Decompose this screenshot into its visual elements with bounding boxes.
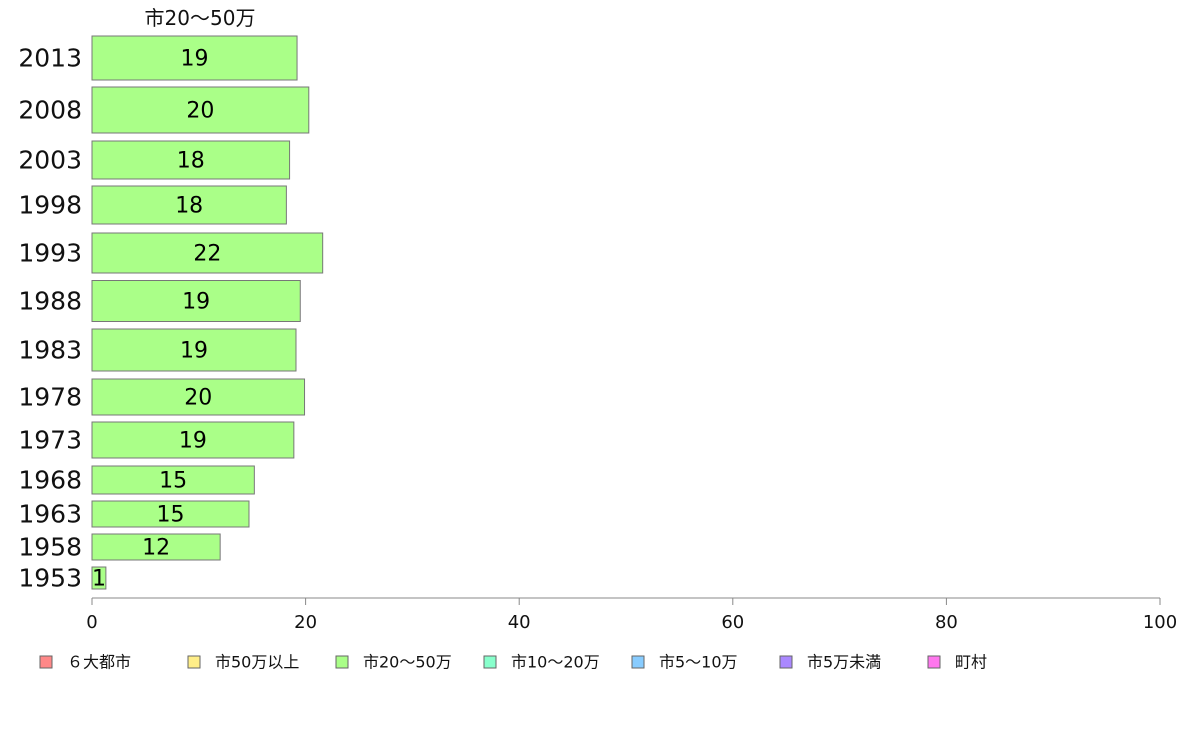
category-label: 1958 xyxy=(18,533,82,562)
x-tick-label: 20 xyxy=(294,612,317,633)
category-label: 1978 xyxy=(18,383,82,412)
data-label: 19 xyxy=(181,47,209,72)
category-label: 1953 xyxy=(18,564,82,593)
chart-title: 市20〜50万 xyxy=(145,6,256,30)
data-label: 1 xyxy=(92,567,106,592)
bar xyxy=(91,328,297,372)
legend-swatch xyxy=(927,655,941,669)
bar xyxy=(91,500,250,528)
bar xyxy=(91,86,310,134)
x-tick-label: 60 xyxy=(721,612,744,633)
bar xyxy=(91,280,301,322)
data-label: 18 xyxy=(175,194,203,219)
category-label: 1973 xyxy=(18,426,82,455)
category-label: 1998 xyxy=(18,191,82,220)
legend-label: ６大都市 xyxy=(67,653,131,672)
data-label: 20 xyxy=(186,99,214,124)
legend-swatch xyxy=(335,655,349,669)
bar xyxy=(91,140,291,180)
bar xyxy=(91,185,287,225)
bar xyxy=(91,35,298,81)
data-label: 19 xyxy=(180,339,208,364)
legend-label: 町村 xyxy=(955,653,987,672)
legend-swatch xyxy=(187,655,201,669)
data-label: 15 xyxy=(159,469,187,494)
bar xyxy=(91,421,295,459)
legend-label: 市20〜50万 xyxy=(363,653,452,672)
legend-swatch xyxy=(779,655,793,669)
category-label: 2013 xyxy=(18,44,82,73)
legend-label: 市5万未満 xyxy=(807,653,881,672)
data-label: 12 xyxy=(142,536,170,561)
bar xyxy=(91,465,255,495)
category-label: 1993 xyxy=(18,239,82,268)
x-tick-label: 0 xyxy=(86,612,97,633)
data-label: 19 xyxy=(182,290,210,315)
bar xyxy=(91,533,221,561)
x-tick-label: 100 xyxy=(1143,612,1177,633)
legend-label: 市5〜10万 xyxy=(659,653,738,672)
category-label: 2008 xyxy=(18,96,82,125)
bar xyxy=(91,566,107,590)
data-label: 20 xyxy=(184,386,212,411)
bar xyxy=(91,378,306,416)
bar xyxy=(91,232,324,274)
legend-swatch xyxy=(631,655,645,669)
x-axis: 0 20 40 60 80 100 xyxy=(86,597,1177,633)
data-label: 15 xyxy=(156,503,184,528)
x-tick-label: 40 xyxy=(508,612,531,633)
category-label: 1968 xyxy=(18,466,82,495)
legend-swatch xyxy=(483,655,497,669)
bars-group: 2013 19 2008 20 2003 18 1998 18 1993 22 1988 19 1983… xyxy=(18,35,324,593)
data-label: 22 xyxy=(193,242,221,267)
data-label: 18 xyxy=(177,149,205,174)
x-tick-label: 80 xyxy=(935,612,958,633)
legend-swatch xyxy=(39,655,53,669)
category-label: 2003 xyxy=(18,146,82,175)
legend-label: 市50万以上 xyxy=(215,653,299,672)
category-label: 1983 xyxy=(18,336,82,365)
data-label: 19 xyxy=(179,429,207,454)
legend: ６大都市 市50万以上 市20〜50万 市10〜20万 市5〜10万 市5万未満 町村 xyxy=(39,653,987,672)
legend-label: 市10〜20万 xyxy=(511,653,600,672)
category-label: 1963 xyxy=(18,500,82,529)
category-label: 1988 xyxy=(18,287,82,316)
